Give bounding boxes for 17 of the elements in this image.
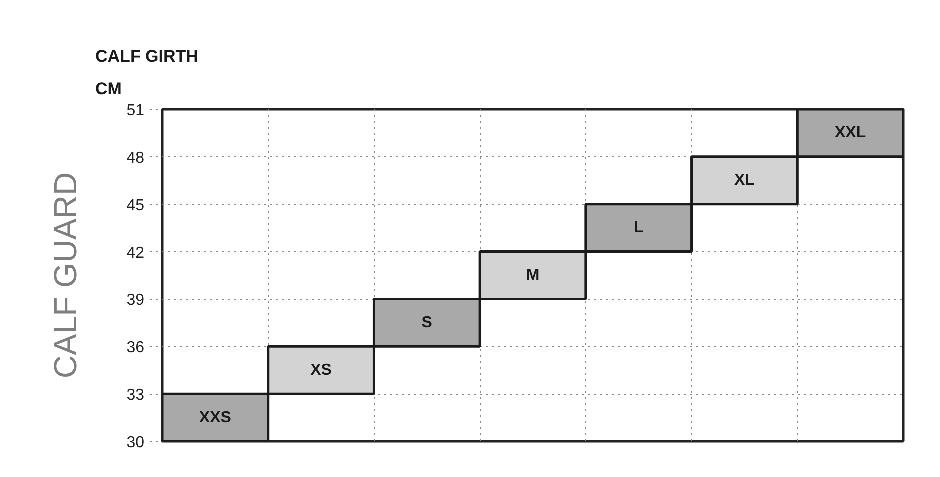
x-tick-label: M [526,267,540,284]
x-tick-label: XXL [835,124,866,142]
x-tick-label: XS [310,362,332,379]
x-tick-label: L [634,220,644,237]
y-tick-label: 48 [126,150,145,167]
x-tick-label: XL [734,172,756,190]
y-tick-label: 51 [126,102,145,120]
y-tick-label: 42 [126,244,145,262]
x-tick-label: XXS [199,409,232,426]
x-tick-label: S [422,314,433,332]
y-tick-label: 45 [126,197,145,214]
text: CALF GUARD [48,172,84,379]
y-tick-label: 33 [126,387,145,404]
y-tick-label: 36 [126,340,145,357]
y-tick-label: 39 [126,292,145,310]
y-tick-label: 30 [126,434,145,452]
y-axis-title: CALF GIRTH CM [96,47,198,98]
